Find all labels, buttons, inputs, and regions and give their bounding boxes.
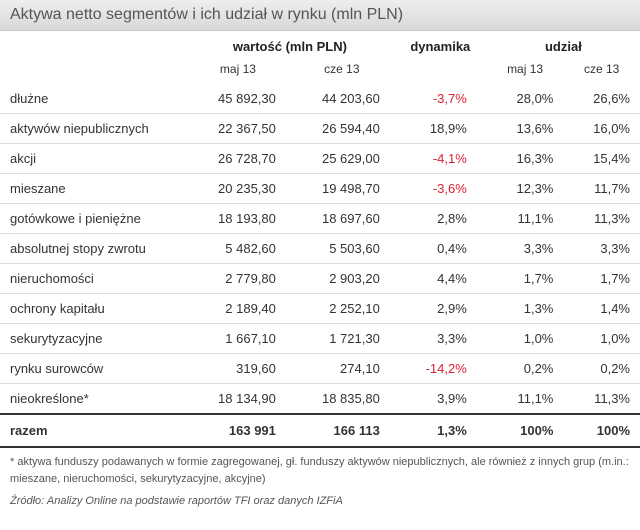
header-dyn: dynamika bbox=[394, 31, 487, 56]
subheader-jun: cze 13 bbox=[290, 56, 394, 84]
table-row: absolutnej stopy zwrotu5 482,605 503,600… bbox=[0, 234, 640, 264]
header-share: udział bbox=[487, 31, 640, 56]
row-share-may: 16,3% bbox=[487, 144, 564, 174]
table-container: Aktywa netto segmentów i ich udział w ry… bbox=[0, 0, 640, 517]
row-value-jun: 18 697,60 bbox=[290, 204, 394, 234]
page-title: Aktywa netto segmentów i ich udział w ry… bbox=[0, 0, 640, 31]
row-dyn: 2,8% bbox=[394, 204, 487, 234]
total-value-jun: 166 113 bbox=[290, 414, 394, 447]
data-table: wartość (mln PLN) dynamika udział maj 13… bbox=[0, 31, 640, 448]
row-share-jun: 11,3% bbox=[563, 204, 640, 234]
row-value-may: 20 235,30 bbox=[186, 174, 290, 204]
row-share-jun: 1,0% bbox=[563, 324, 640, 354]
row-share-may: 0,2% bbox=[487, 354, 564, 384]
row-label: nieruchomości bbox=[0, 264, 186, 294]
row-share-jun: 26,6% bbox=[563, 84, 640, 114]
total-dyn: 1,3% bbox=[394, 414, 487, 447]
table-row: mieszane20 235,3019 498,70-3,6%12,3%11,7… bbox=[0, 174, 640, 204]
row-label: aktywów niepublicznych bbox=[0, 114, 186, 144]
row-value-jun: 1 721,30 bbox=[290, 324, 394, 354]
row-value-may: 22 367,50 bbox=[186, 114, 290, 144]
footnote: * aktywa funduszy podawanych w formie za… bbox=[0, 448, 640, 489]
row-value-may: 18 134,90 bbox=[186, 384, 290, 415]
total-label: razem bbox=[0, 414, 186, 447]
row-dyn: 0,4% bbox=[394, 234, 487, 264]
row-label: mieszane bbox=[0, 174, 186, 204]
row-share-may: 3,3% bbox=[487, 234, 564, 264]
row-value-jun: 5 503,60 bbox=[290, 234, 394, 264]
row-share-jun: 11,7% bbox=[563, 174, 640, 204]
row-share-may: 13,6% bbox=[487, 114, 564, 144]
row-value-may: 2 189,40 bbox=[186, 294, 290, 324]
subheader-share-may: maj 13 bbox=[487, 56, 564, 84]
row-value-may: 319,60 bbox=[186, 354, 290, 384]
row-value-may: 18 193,80 bbox=[186, 204, 290, 234]
row-label: gotówkowe i pieniężne bbox=[0, 204, 186, 234]
row-share-jun: 1,7% bbox=[563, 264, 640, 294]
subheader-share-jun: cze 13 bbox=[563, 56, 640, 84]
row-share-may: 1,7% bbox=[487, 264, 564, 294]
row-dyn: 3,9% bbox=[394, 384, 487, 415]
total-value-may: 163 991 bbox=[186, 414, 290, 447]
row-dyn: 3,3% bbox=[394, 324, 487, 354]
table-row: dłużne45 892,3044 203,60-3,7%28,0%26,6% bbox=[0, 84, 640, 114]
row-share-may: 11,1% bbox=[487, 384, 564, 415]
header-value: wartość (mln PLN) bbox=[186, 31, 394, 56]
row-share-jun: 16,0% bbox=[563, 114, 640, 144]
row-label: ochrony kapitału bbox=[0, 294, 186, 324]
row-share-jun: 0,2% bbox=[563, 354, 640, 384]
row-dyn: -3,6% bbox=[394, 174, 487, 204]
row-value-may: 26 728,70 bbox=[186, 144, 290, 174]
table-row: aktywów niepublicznych22 367,5026 594,40… bbox=[0, 114, 640, 144]
table-row: rynku surowców319,60274,10-14,2%0,2%0,2% bbox=[0, 354, 640, 384]
row-share-jun: 11,3% bbox=[563, 384, 640, 415]
row-value-jun: 274,10 bbox=[290, 354, 394, 384]
row-dyn: -14,2% bbox=[394, 354, 487, 384]
row-value-jun: 19 498,70 bbox=[290, 174, 394, 204]
row-dyn: 4,4% bbox=[394, 264, 487, 294]
table-row: sekurytyzacyjne1 667,101 721,303,3%1,0%1… bbox=[0, 324, 640, 354]
row-value-jun: 18 835,80 bbox=[290, 384, 394, 415]
subheader-may: maj 13 bbox=[186, 56, 290, 84]
table-row: ochrony kapitału2 189,402 252,102,9%1,3%… bbox=[0, 294, 640, 324]
row-value-may: 1 667,10 bbox=[186, 324, 290, 354]
row-dyn: 2,9% bbox=[394, 294, 487, 324]
row-value-may: 2 779,80 bbox=[186, 264, 290, 294]
row-share-may: 28,0% bbox=[487, 84, 564, 114]
row-share-jun: 15,4% bbox=[563, 144, 640, 174]
row-label: absolutnej stopy zwrotu bbox=[0, 234, 186, 264]
row-label: sekurytyzacyjne bbox=[0, 324, 186, 354]
row-share-jun: 3,3% bbox=[563, 234, 640, 264]
row-value-may: 45 892,30 bbox=[186, 84, 290, 114]
row-dyn: 18,9% bbox=[394, 114, 487, 144]
table-row: nieokreślone*18 134,9018 835,803,9%11,1%… bbox=[0, 384, 640, 415]
table-row: nieruchomości2 779,802 903,204,4%1,7%1,7… bbox=[0, 264, 640, 294]
row-value-jun: 26 594,40 bbox=[290, 114, 394, 144]
row-label: dłużne bbox=[0, 84, 186, 114]
row-share-jun: 1,4% bbox=[563, 294, 640, 324]
row-value-jun: 2 903,20 bbox=[290, 264, 394, 294]
table-row: akcji26 728,7025 629,00-4,1%16,3%15,4% bbox=[0, 144, 640, 174]
total-share-may: 100% bbox=[487, 414, 564, 447]
row-label: akcji bbox=[0, 144, 186, 174]
table-body: dłużne45 892,3044 203,60-3,7%28,0%26,6%a… bbox=[0, 84, 640, 447]
total-row: razem163 991166 1131,3%100%100% bbox=[0, 414, 640, 447]
row-dyn: -3,7% bbox=[394, 84, 487, 114]
row-value-jun: 44 203,60 bbox=[290, 84, 394, 114]
row-value-may: 5 482,60 bbox=[186, 234, 290, 264]
row-value-jun: 2 252,10 bbox=[290, 294, 394, 324]
source: Źródło: Analizy Online na podstawie rapo… bbox=[0, 489, 640, 517]
row-label: nieokreślone* bbox=[0, 384, 186, 415]
row-label: rynku surowców bbox=[0, 354, 186, 384]
table-row: gotówkowe i pieniężne18 193,8018 697,602… bbox=[0, 204, 640, 234]
row-share-may: 11,1% bbox=[487, 204, 564, 234]
row-value-jun: 25 629,00 bbox=[290, 144, 394, 174]
total-share-jun: 100% bbox=[563, 414, 640, 447]
row-share-may: 1,3% bbox=[487, 294, 564, 324]
row-share-may: 12,3% bbox=[487, 174, 564, 204]
row-share-may: 1,0% bbox=[487, 324, 564, 354]
row-dyn: -4,1% bbox=[394, 144, 487, 174]
